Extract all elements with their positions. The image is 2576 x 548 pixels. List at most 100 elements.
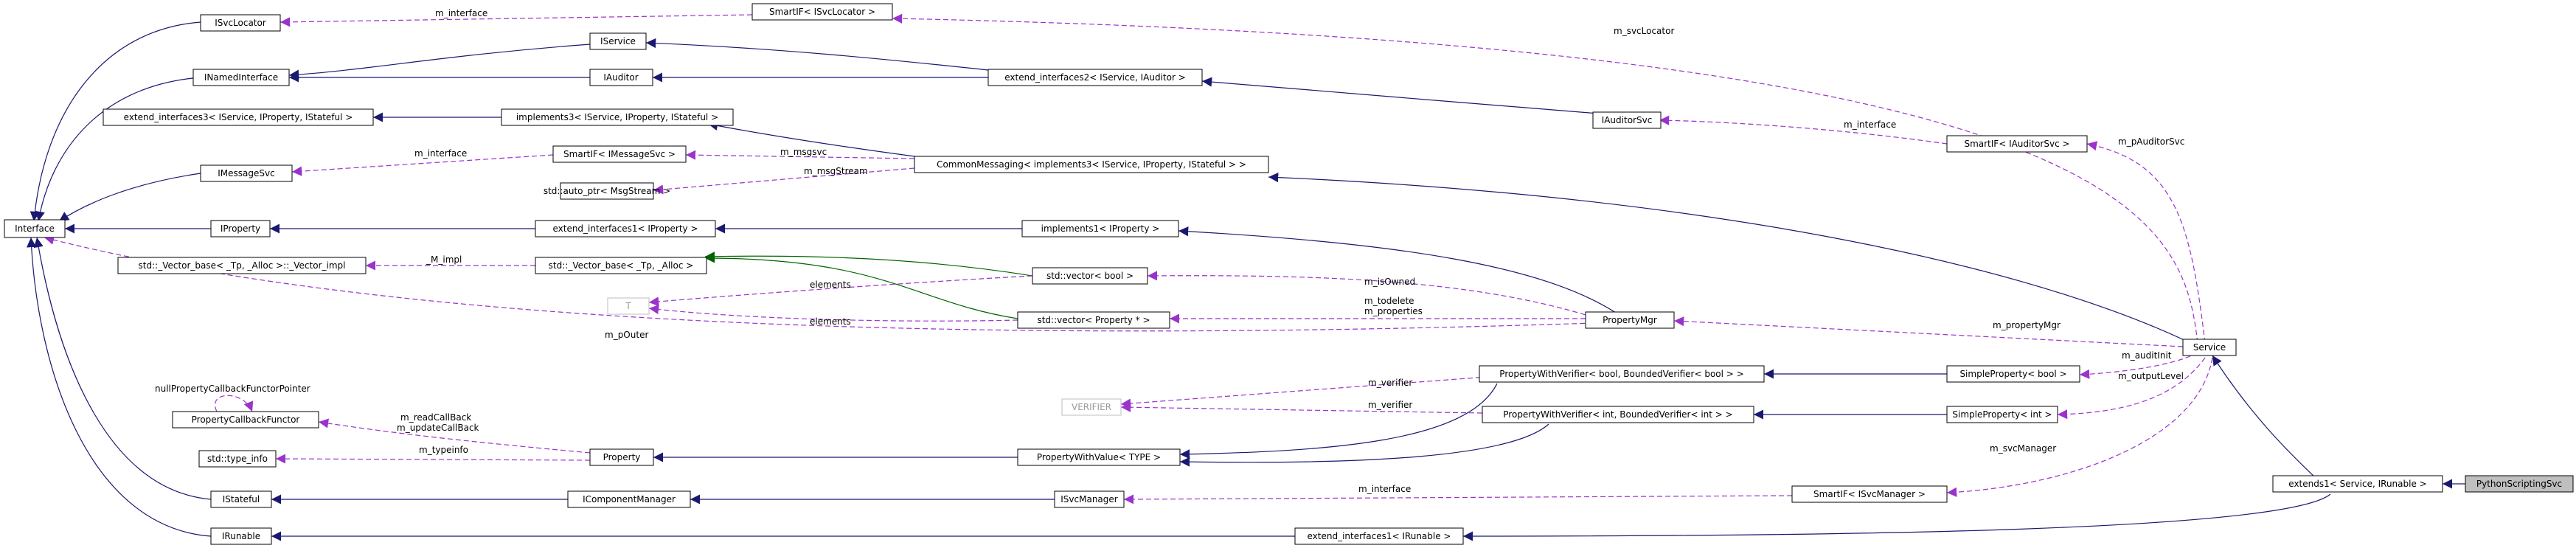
- label-elements-1: elements: [810, 280, 851, 290]
- node-label: extend_interfaces3< IService, IProperty,…: [124, 112, 353, 122]
- node-simpleproperty-bool[interactable]: SimpleProperty< bool >: [1946, 365, 2080, 383]
- node-label: std::vector< bool >: [1046, 271, 1133, 281]
- node-implements3[interactable]: implements3< IService, IProperty, IState…: [501, 108, 734, 126]
- node-vector-property[interactable]: std::vector< Property * >: [1017, 311, 1170, 329]
- node-label: IStateful: [223, 494, 260, 504]
- node-label: IComponentManager: [583, 494, 676, 504]
- label-m-interface-svcmanager: m_interface: [1358, 484, 1411, 494]
- node-label: SmartIF< ISvcLocator >: [769, 7, 875, 17]
- node-interface[interactable]: Interface: [4, 219, 66, 238]
- edge-elements-1: [648, 275, 1033, 307]
- node-imessagesvc[interactable]: IMessageSvc: [200, 164, 293, 182]
- edge-vectorprop-vectorbase: [704, 253, 1018, 319]
- edge-smartif-msgsvc-imsgsvc: [291, 154, 554, 176]
- node-property[interactable]: Property: [589, 448, 654, 466]
- node-label: extend_interfaces2< IService, IAuditor >: [1004, 72, 1186, 83]
- node-iauditor[interactable]: IAuditor: [589, 69, 653, 86]
- node-label: extends1< Service, IRunable >: [2288, 479, 2426, 489]
- node-extend-interfaces1-iproperty[interactable]: extend_interfaces1< IProperty >: [535, 220, 716, 237]
- node-label: implements3< IService, IProperty, IState…: [516, 112, 718, 122]
- node-auto-ptr-msgstream[interactable]: std::auto_ptr< MsgStream >: [544, 182, 670, 200]
- edge-irunable-interface: [27, 237, 212, 537]
- edge-pouter: [44, 235, 1594, 332]
- node-vector-base-impl[interactable]: std::_Vector_base< _Tp, _Alloc >::_Vecto…: [117, 257, 367, 274]
- edge-smartif-svclocator: [280, 14, 753, 27]
- node-pwv-bool[interactable]: PropertyWithVerifier< bool, BoundedVerif…: [1479, 365, 1765, 383]
- edge-extend2-iservice: [645, 38, 989, 71]
- node-service[interactable]: Service: [2182, 339, 2237, 356]
- edge-verifier-2: [1120, 402, 1483, 414]
- edge-msgsvc-smartif: [685, 150, 915, 160]
- label-m-impl: _M_impl: [426, 254, 462, 265]
- edge-imessagesvc-interface: [58, 173, 201, 222]
- label-null-callback: nullPropertyCallbackFunctorPointer: [155, 384, 310, 394]
- node-smartif-iauditorsvc[interactable]: SmartIF< IAuditorSvc >: [1946, 135, 2088, 153]
- node-pythonscriptingsvc[interactable]: PythonScriptingSvc: [2465, 475, 2574, 493]
- node-smartif-isvcmanager[interactable]: SmartIF< ISvcManager >: [1791, 485, 1948, 503]
- node-smartif-isvclocator[interactable]: SmartIF< ISvcLocator >: [751, 3, 893, 21]
- edge-smartif-svcmanager-isvcmanager: [1123, 494, 1793, 504]
- usage-edges: [44, 13, 2213, 504]
- node-label: SmartIF< ISvcManager >: [1813, 489, 1926, 499]
- node-type-info[interactable]: std::type_info: [198, 450, 277, 468]
- node-label: extend_interfaces1< IProperty >: [552, 223, 698, 234]
- edge-extends1-service: [2212, 355, 2316, 479]
- node-isvcmanager[interactable]: ISvcManager: [1054, 490, 1125, 508]
- node-verifier[interactable]: VERIFIER: [1061, 398, 1122, 416]
- node-commonmessaging[interactable]: CommonMessaging< implements3< IService, …: [914, 156, 1269, 173]
- node-icomponentmanager[interactable]: IComponentManager: [567, 490, 691, 508]
- node-label: IProperty: [221, 223, 260, 234]
- node-label: extend_interfaces1< IRunable >: [1308, 531, 1451, 541]
- node-istateful[interactable]: IStateful: [210, 490, 272, 508]
- edge-commonmessaging-implements3: [707, 120, 915, 157]
- node-label: IAuditor: [603, 72, 638, 83]
- node-iservice[interactable]: IService: [589, 32, 647, 50]
- node-label: PythonScriptingSvc: [2476, 479, 2562, 489]
- node-extend-interfaces2[interactable]: extend_interfaces2< IService, IAuditor >: [987, 69, 1203, 86]
- node-label: std::vector< Property * >: [1037, 315, 1150, 325]
- node-extend-interfaces3[interactable]: extend_interfaces3< IService, IProperty,…: [103, 108, 374, 126]
- label-m-svcmanager: m_svcManager: [1990, 443, 2056, 454]
- node-iauditorsvc[interactable]: IAuditorSvc: [1592, 111, 1662, 129]
- node-label: IAuditorSvc: [1602, 115, 1653, 125]
- edge-svclocator-smartif: [892, 13, 2198, 344]
- node-vector-bool[interactable]: std::vector< bool >: [1032, 267, 1148, 285]
- node-label: Interface: [15, 223, 55, 234]
- edge-extends1-extend1run: [1462, 493, 2331, 541]
- node-pwv-int[interactable]: PropertyWithVerifier< int, BoundedVerifi…: [1482, 406, 1754, 423]
- node-implements1-iproperty[interactable]: implements1< IProperty >: [1021, 220, 1179, 237]
- node-extends1[interactable]: extends1< Service, IRunable >: [2272, 475, 2443, 493]
- label-m-typeinfo: m_typeinfo: [419, 445, 468, 455]
- node-extend-interfaces1-irunable[interactable]: extend_interfaces1< IRunable >: [1294, 527, 1464, 545]
- edge-typeinfo: [275, 454, 591, 464]
- node-propertywithvalue[interactable]: PropertyWithValue< TYPE >: [1017, 448, 1181, 466]
- node-t[interactable]: T: [607, 297, 650, 315]
- edge-labels: m_interface m_svcLocator m_interface m_m…: [155, 8, 2184, 494]
- node-label: SmartIF< IMessageSvc >: [563, 149, 676, 159]
- edge-propertymgr-implements1: [1178, 226, 1623, 318]
- node-label: std::_Vector_base< _Tp, _Alloc >: [549, 260, 694, 271]
- node-label: IRunable: [222, 531, 260, 541]
- node-isvclocator[interactable]: ISvcLocator: [200, 14, 281, 32]
- label-m-outputlevel: m_outputLevel: [2118, 371, 2184, 381]
- node-irunable[interactable]: IRunable: [210, 527, 272, 545]
- label-m-readcallback: m_readCallBack: [400, 412, 471, 423]
- node-label: ISvcManager: [1060, 494, 1118, 504]
- edge-nullcallback: [215, 395, 254, 412]
- node-propertymgr[interactable]: PropertyMgr: [1585, 311, 1675, 329]
- node-label: VERIFIER: [1072, 402, 1111, 412]
- edge-iservice-inamedinterface: [288, 44, 591, 80]
- node-simpleproperty-int[interactable]: SimpleProperty< int >: [1946, 406, 2058, 423]
- edge-pwvint-propertywithvalue: [1179, 423, 1549, 467]
- node-vector-base[interactable]: std::_Vector_base< _Tp, _Alloc >: [535, 257, 707, 274]
- edge-auditinit: [2079, 352, 2198, 379]
- node-smartif-imessagesvc[interactable]: SmartIF< IMessageSvc >: [552, 145, 687, 163]
- edge-elements-2: [648, 304, 1018, 322]
- node-label: PropertyWithVerifier< bool, BoundedVerif…: [1499, 369, 1743, 379]
- node-label: CommonMessaging< implements3< IService, …: [937, 159, 1246, 170]
- node-propertycallbackfunctor[interactable]: PropertyCallbackFunctor: [172, 411, 319, 429]
- node-iproperty[interactable]: IProperty: [210, 220, 271, 237]
- node-label: PropertyCallbackFunctor: [192, 415, 300, 425]
- node-inamedinterface[interactable]: INamedInterface: [192, 69, 290, 86]
